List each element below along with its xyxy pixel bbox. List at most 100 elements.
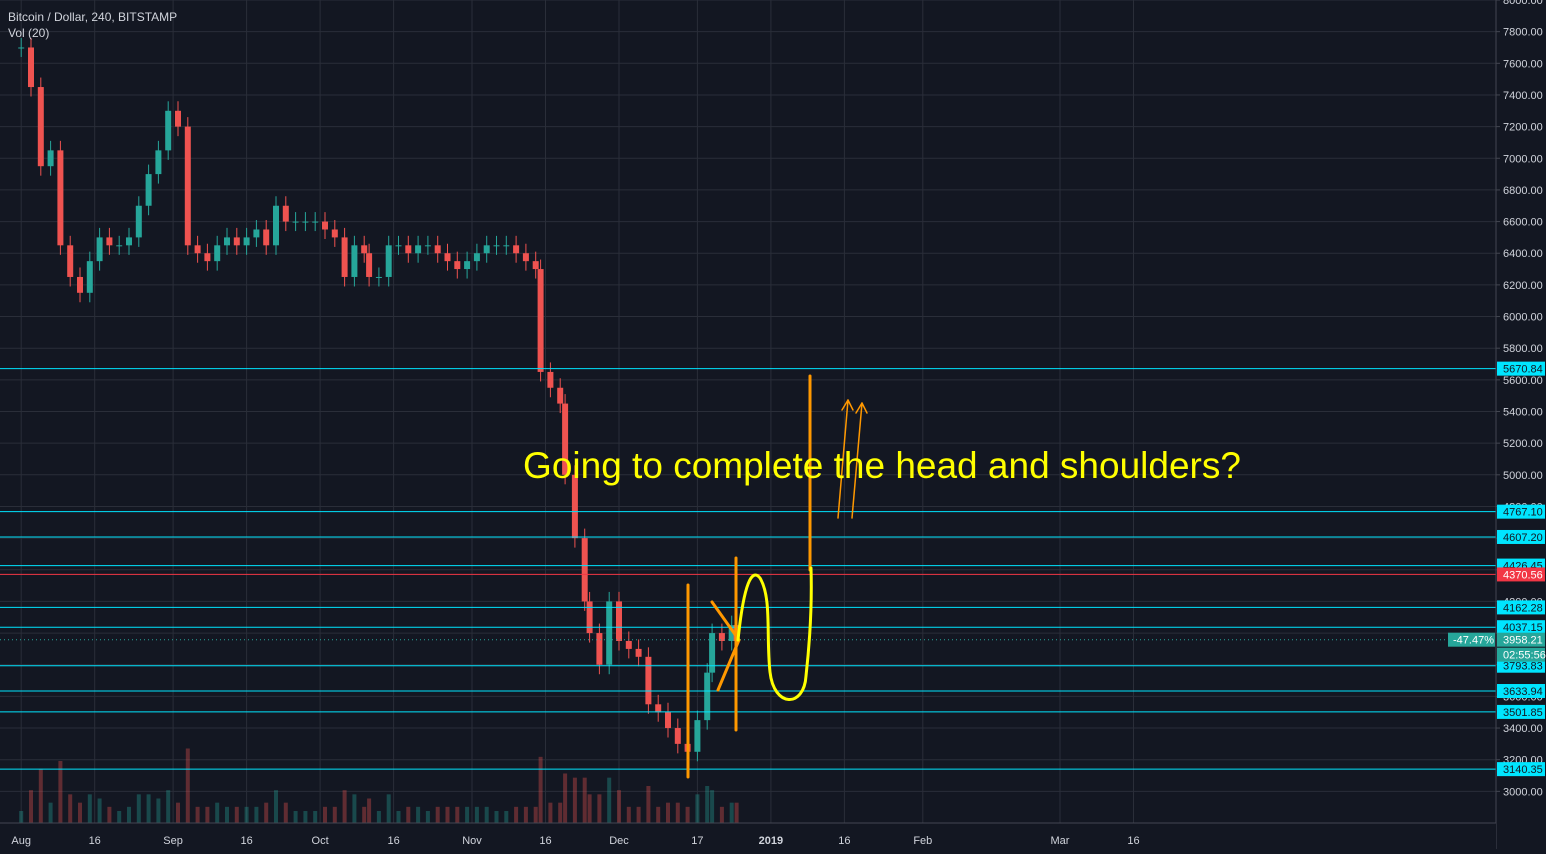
- price-axis[interactable]: 3000.003200.003400.003600.003800.004000.…: [1495, 0, 1546, 849]
- countdown-label: 02:55:56: [1503, 650, 1546, 662]
- price-tick-label: 5000.00: [1503, 470, 1543, 482]
- candle: [341, 237, 348, 277]
- volume-bar: [225, 806, 229, 823]
- level-label-box: [1497, 620, 1545, 635]
- arrow-line[interactable]: [851, 402, 863, 519]
- level-label-box: [1497, 658, 1545, 673]
- volume-bar: [734, 802, 739, 823]
- candle: [175, 110, 181, 127]
- level-label: 4037.15: [1503, 622, 1543, 634]
- drawings: [686, 374, 868, 779]
- time-tick-label: Nov: [462, 835, 482, 847]
- candle: [184, 126, 191, 246]
- candle: [655, 704, 662, 713]
- candle: [665, 712, 671, 729]
- volume-bar: [19, 811, 24, 823]
- candle: [224, 237, 230, 246]
- volume-bar: [396, 811, 401, 823]
- annotation-text[interactable]: Going to complete the head and shoulders…: [523, 445, 1241, 486]
- price-tick-label: 6400.00: [1503, 248, 1543, 260]
- price-tick-label: 6800.00: [1503, 185, 1543, 197]
- level-label-box: [1497, 704, 1545, 719]
- candle: [434, 245, 441, 254]
- volume-bar: [386, 794, 391, 823]
- symbol-title[interactable]: Bitcoin / Dollar, 240, BITSTAMP: [8, 10, 178, 24]
- level-label-box: [1497, 529, 1545, 544]
- volume-bar: [597, 794, 602, 823]
- price-tick-label: 6000.00: [1503, 312, 1543, 324]
- volume-bar: [68, 794, 73, 823]
- volume-bar: [504, 811, 509, 823]
- volume-bar: [533, 806, 538, 823]
- volume-bar: [685, 806, 690, 823]
- candle: [194, 245, 201, 254]
- change-badge: [1448, 632, 1495, 647]
- volume-bar: [626, 806, 631, 823]
- volume-indicator-label[interactable]: Vol (20): [8, 26, 50, 40]
- volume-bar: [582, 777, 587, 823]
- price-tick-label: 6600.00: [1503, 217, 1543, 229]
- candle: [204, 253, 211, 262]
- projected-pattern-curve[interactable]: [736, 566, 813, 701]
- candle: [694, 720, 701, 752]
- candle: [243, 237, 250, 246]
- volume-bar: [313, 811, 318, 823]
- level-label: 3633.94: [1503, 686, 1543, 698]
- volume-bar: [264, 802, 269, 823]
- time-tick-label: 2019: [759, 835, 783, 847]
- candle: [728, 625, 735, 641]
- price-tick-label: 7800.00: [1503, 27, 1543, 39]
- volume-bar: [572, 777, 577, 823]
- volume-bar: [283, 802, 288, 823]
- time-tick-label: Aug: [11, 835, 31, 847]
- volume-bar: [666, 802, 670, 823]
- volume-bar: [215, 802, 220, 823]
- volume-bar: [729, 802, 734, 823]
- candle: [415, 245, 422, 254]
- volume-bar: [195, 806, 200, 823]
- horizontal-levels: [0, 368, 1496, 770]
- time-tick-label: Dec: [609, 835, 629, 847]
- volume-bar: [484, 806, 489, 823]
- candle: [214, 245, 221, 262]
- level-label-box: [1497, 762, 1545, 777]
- change-label: -47.47%: [1453, 635, 1494, 647]
- level-label-box: [1497, 361, 1545, 376]
- volume-bar: [352, 794, 357, 823]
- candle: [473, 253, 480, 262]
- volume-bar: [87, 794, 92, 823]
- price-tick-label: 7000.00: [1503, 153, 1543, 165]
- volume-bar: [97, 798, 102, 823]
- candle: [282, 205, 289, 222]
- candle: [116, 245, 123, 247]
- candle: [361, 245, 368, 254]
- candle: [444, 253, 451, 262]
- volume-bar: [435, 806, 440, 823]
- arrow-head: [841, 399, 854, 411]
- price-tick-label: 6200.00: [1503, 280, 1543, 292]
- volume-bar: [656, 806, 661, 823]
- volume-bar: [274, 790, 278, 823]
- candle: [547, 371, 554, 388]
- candle: [718, 633, 725, 641]
- candle: [273, 205, 279, 246]
- level-label-box: [1497, 684, 1545, 699]
- candle: [57, 150, 64, 246]
- candle: [322, 221, 328, 230]
- candle: [292, 221, 299, 223]
- volume-bar: [675, 802, 680, 823]
- arrow-line[interactable]: [837, 399, 849, 519]
- candle: [96, 237, 103, 262]
- candle: [454, 261, 461, 270]
- time-axis[interactable]: Aug 16 Sep 16 Oct 16 Nov 16 Dec 17 2019 16 Feb Mar 16: [0, 822, 1496, 849]
- volume-bar: [695, 794, 700, 823]
- volume-bar: [563, 773, 568, 823]
- volume-bar: [646, 786, 651, 823]
- level-label: 4162.28: [1503, 602, 1543, 614]
- candle: [645, 656, 652, 705]
- time-tick-label: Sep: [163, 835, 183, 847]
- candle: [522, 253, 529, 262]
- last-price-label: 3958.21: [1503, 635, 1543, 647]
